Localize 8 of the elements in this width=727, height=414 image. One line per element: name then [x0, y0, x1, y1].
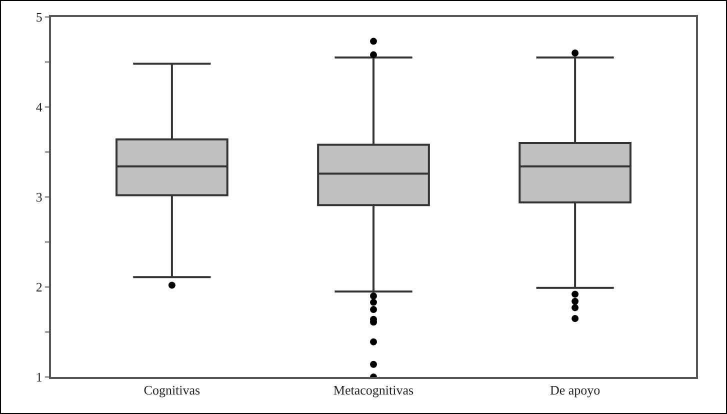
x-tick-label: De apoyo [550, 382, 600, 398]
y-tick-label: 3 [36, 190, 42, 205]
x-tick-label: Cognitivas [144, 382, 200, 398]
y-tick-label: 2 [36, 280, 42, 295]
y-tick-label: 5 [36, 10, 42, 25]
y-tick-label: 1 [36, 370, 42, 385]
x-tick-label: Metacognitivas [333, 382, 414, 398]
y-tick-label: 4 [36, 100, 43, 115]
